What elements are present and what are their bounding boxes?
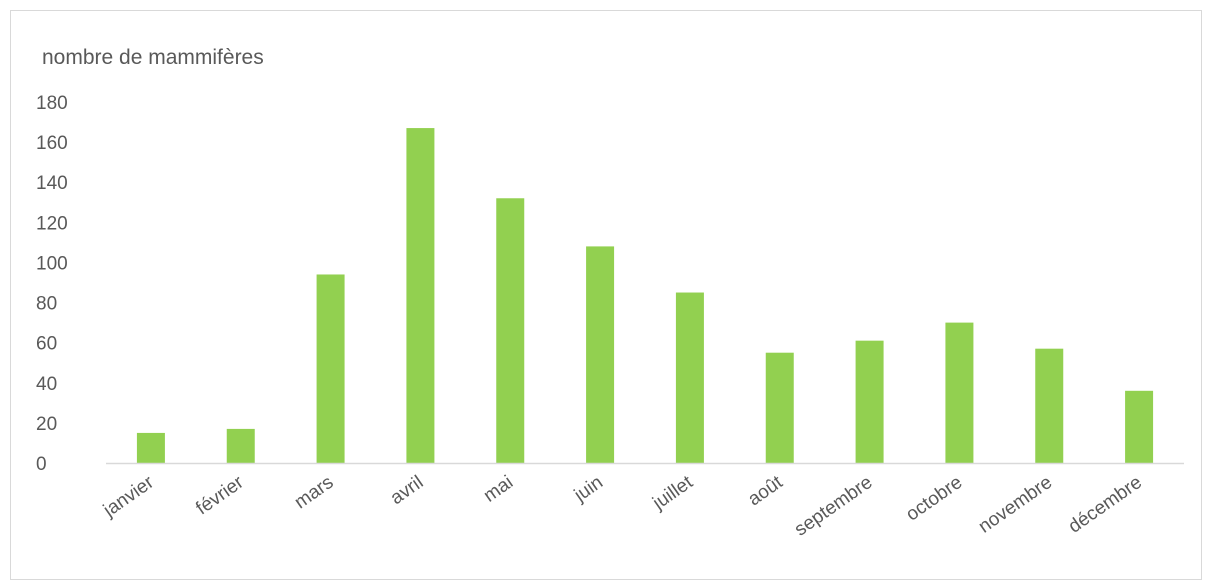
bar-mai <box>496 198 525 463</box>
x-tick-label: septembre <box>791 472 877 541</box>
bar-novembre <box>1035 348 1064 463</box>
x-tick-label: décembre <box>1065 472 1146 538</box>
x-tick-label: novembre <box>975 472 1056 538</box>
y-tick-label: 20 <box>36 414 57 435</box>
y-tick-label: 140 <box>36 173 68 194</box>
y-axis-ticks: 0 20 40 60 80 100 120 140 160 180 <box>36 93 68 475</box>
y-tick-label: 40 <box>36 374 57 395</box>
x-tick-label: avril <box>387 472 428 509</box>
x-tick-label: février <box>192 472 248 520</box>
x-tick-label: juin <box>570 472 607 507</box>
x-tick-label: octobre <box>902 472 966 526</box>
y-axis-title: nombre de mammifères <box>42 46 264 69</box>
y-tick-label: 160 <box>36 133 68 154</box>
bars <box>136 128 1154 464</box>
bar-décembre <box>1125 390 1154 463</box>
y-tick-label: 0 <box>36 454 47 475</box>
bar-juillet <box>675 292 704 463</box>
x-tick-label: juillet <box>648 471 697 514</box>
x-tick-label: janvier <box>99 472 158 522</box>
x-tick-label: mai <box>480 472 517 507</box>
bar-août <box>765 352 794 463</box>
bar-février <box>226 428 255 463</box>
y-tick-label: 100 <box>36 253 68 274</box>
bar-octobre <box>945 322 974 463</box>
y-tick-label: 120 <box>36 213 68 234</box>
x-axis-ticks: janvier février mars avril mai juin juillet aoû… <box>99 471 1146 540</box>
bar-septembre <box>855 340 884 463</box>
x-tick-label: mars <box>291 472 338 513</box>
bar-mars <box>316 274 345 463</box>
bar-juin <box>586 246 615 463</box>
bar-janvier <box>136 432 165 463</box>
y-tick-label: 60 <box>36 334 57 355</box>
bar-avril <box>406 128 435 464</box>
y-tick-label: 180 <box>36 93 68 114</box>
x-tick-label: août <box>744 471 787 510</box>
y-tick-label: 80 <box>36 294 57 315</box>
